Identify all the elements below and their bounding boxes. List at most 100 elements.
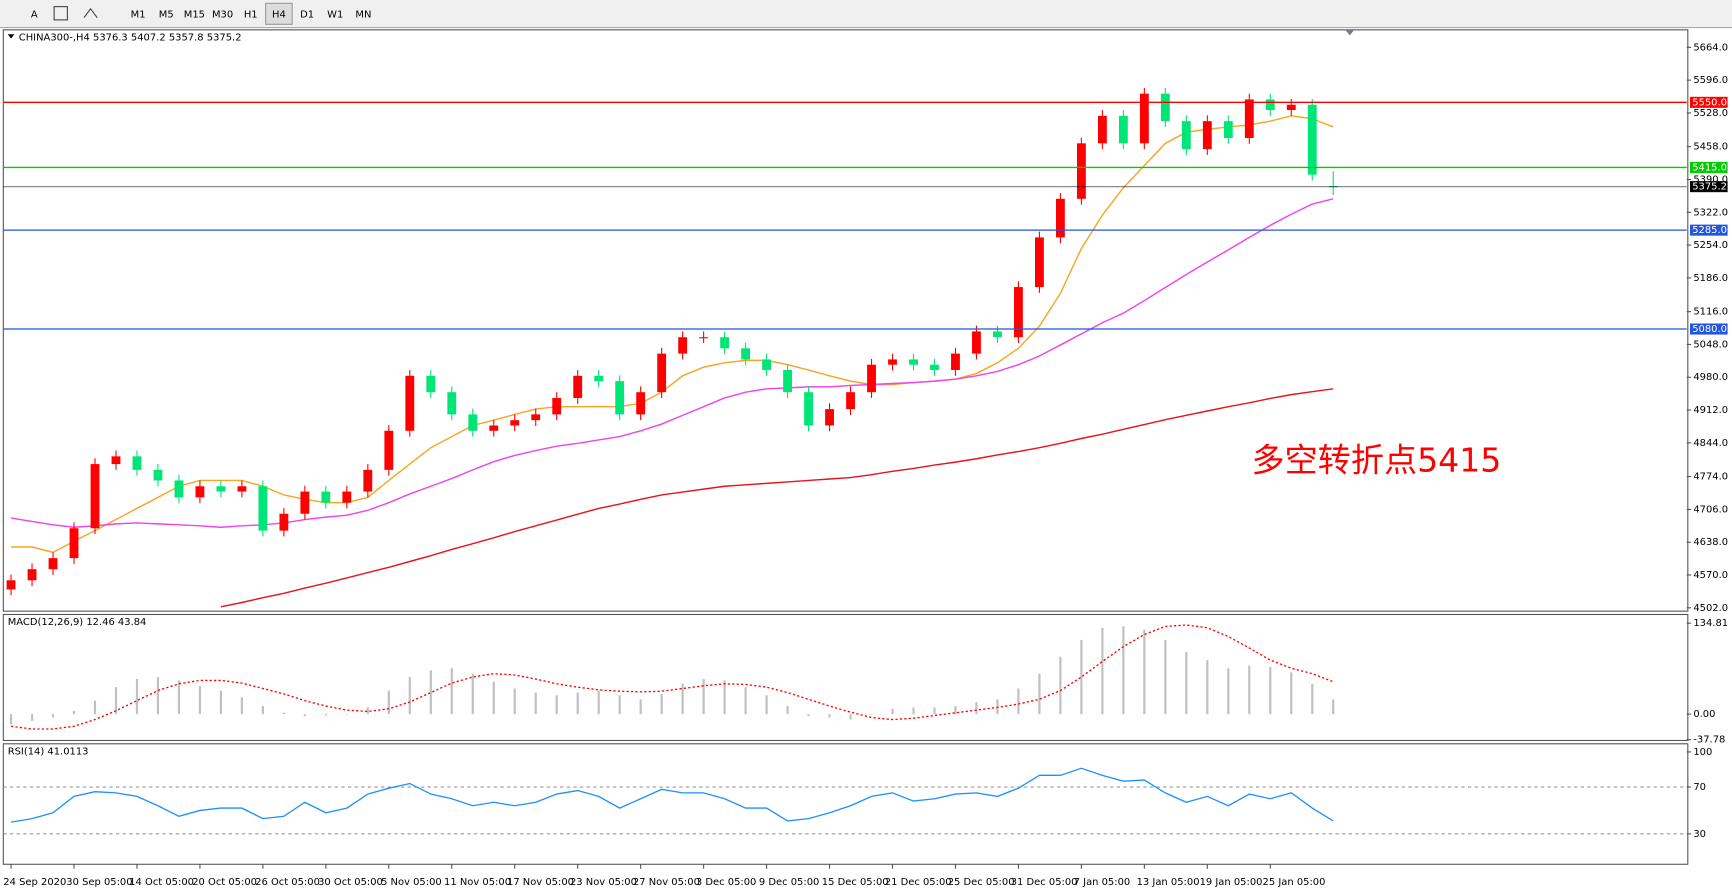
- macd-bar: [198, 685, 202, 715]
- macd-bar: [1206, 660, 1209, 715]
- x-tick-label: 26 Oct 05:00: [255, 877, 320, 888]
- label-tool[interactable]: [53, 6, 68, 21]
- x-tick-label: 23 Nov 05:00: [570, 877, 637, 888]
- timeframe-label[interactable]: M5: [159, 9, 174, 20]
- level-label-box: [1690, 323, 1728, 335]
- candle-body: [573, 375, 583, 398]
- y-tick-label: 70: [1693, 782, 1706, 793]
- macd-bar: [177, 680, 181, 715]
- macd-bar: [1311, 683, 1314, 715]
- macd-bar: [471, 673, 474, 715]
- macd-bar: [30, 714, 34, 721]
- objects-tool[interactable]: [83, 7, 98, 19]
- x-tick-label: 25 Jan 05:00: [1263, 877, 1326, 888]
- candle-body: [321, 491, 331, 503]
- timeframe-label[interactable]: M1: [131, 9, 146, 20]
- macd-bar: [93, 700, 97, 715]
- x-tick-label: 15 Dec 05:00: [822, 877, 889, 888]
- candle-body: [237, 486, 247, 492]
- x-tick-label: 25 Dec 05:00: [948, 877, 1015, 888]
- candle-body: [174, 480, 184, 498]
- macd-bar: [492, 681, 495, 715]
- annotation: 多空转折点5415: [1252, 440, 1502, 479]
- level-label-box: [1690, 96, 1728, 108]
- main-panel: [2, 29, 1689, 612]
- candle-body: [762, 359, 772, 371]
- candle-body: [1328, 186, 1338, 188]
- macd-bar: [849, 714, 852, 720]
- candle-body: [783, 370, 792, 393]
- candle-body: [6, 580, 16, 590]
- macd-bar: [366, 707, 369, 715]
- timeframe-label[interactable]: M30: [212, 9, 233, 20]
- y-tick-label: 30: [1693, 829, 1706, 840]
- candle-body: [552, 397, 562, 415]
- x-tick-label: 19 Jan 05:00: [1200, 877, 1263, 888]
- level-label-box: [1690, 181, 1728, 193]
- y-tick-label: 4638.0: [1693, 537, 1728, 548]
- timeframe-button[interactable]: [265, 2, 293, 25]
- macd-bar: [828, 714, 831, 718]
- candle-body: [1202, 121, 1212, 150]
- candle-body: [90, 464, 100, 529]
- macd-bar: [324, 714, 327, 716]
- x-tick-label: 5 Nov 05:00: [381, 877, 442, 888]
- timeframe-label[interactable]: W1: [327, 9, 343, 20]
- candle-body: [342, 491, 352, 503]
- macd-bar: [891, 708, 894, 715]
- candle-body: [888, 359, 897, 365]
- candle-body: [1035, 237, 1044, 288]
- x-tick-label: 31 Dec 05:00: [1011, 877, 1078, 888]
- macd-bar: [639, 699, 642, 715]
- timeframe-label[interactable]: M15: [184, 9, 205, 20]
- level-label-box: [1690, 161, 1728, 173]
- macd-bar: [1038, 673, 1041, 715]
- timeframe-label[interactable]: H4: [272, 9, 286, 20]
- macd-bar: [1290, 672, 1293, 715]
- candle-body: [489, 425, 499, 431]
- macd-bar: [282, 712, 285, 715]
- panel-title: CHINA300-,H4 5376.3 5407.2 5357.8 5375.2: [19, 33, 242, 44]
- candle-body: [405, 375, 415, 431]
- y-tick-label: 4570.0: [1693, 570, 1728, 581]
- macd-bar: [870, 714, 873, 715]
- timeframe-label[interactable]: H1: [244, 9, 258, 20]
- macd-bar: [744, 687, 747, 715]
- macd-bar: [9, 714, 13, 725]
- macd-bar: [555, 695, 558, 715]
- text-tool[interactable]: A: [31, 9, 38, 20]
- candle-body: [1139, 93, 1149, 144]
- macd-bar: [1164, 639, 1167, 715]
- candle-body: [930, 364, 939, 371]
- y-tick-label: 100: [1693, 747, 1712, 758]
- level-label-box: [1690, 224, 1728, 236]
- candle-body: [636, 392, 646, 415]
- candle-body: [1160, 93, 1170, 122]
- timeframe-label[interactable]: D1: [300, 9, 314, 20]
- y-tick-label: 5596.0: [1693, 75, 1728, 86]
- shift-marker: [1345, 29, 1355, 36]
- x-tick-label: 7 Jan 05:00: [1074, 877, 1131, 888]
- y-tick-label: 5186.0: [1693, 273, 1728, 284]
- macd-bar: [618, 695, 621, 715]
- candle-body: [195, 486, 205, 498]
- y-tick-label: 5048.0: [1693, 339, 1728, 350]
- candle-body: [615, 381, 625, 415]
- x-tick-label: 30 Oct 05:00: [318, 877, 383, 888]
- moving-average: [11, 115, 1334, 554]
- candle-body: [972, 331, 981, 354]
- macd-bar: [807, 714, 810, 717]
- macd-bar: [51, 714, 55, 718]
- candle-body: [1244, 99, 1254, 139]
- macd-bar: [408, 677, 411, 715]
- timeframe-label[interactable]: MN: [355, 9, 371, 20]
- macd-bar: [345, 714, 348, 715]
- x-tick-label: 17 Nov 05:00: [507, 877, 574, 888]
- macd-bar: [450, 668, 453, 715]
- macd-bar: [786, 706, 789, 715]
- macd-bar: [1101, 627, 1104, 715]
- candle-body: [951, 353, 960, 371]
- y-tick-label: 4774.0: [1693, 472, 1728, 483]
- macd-bar: [702, 679, 705, 715]
